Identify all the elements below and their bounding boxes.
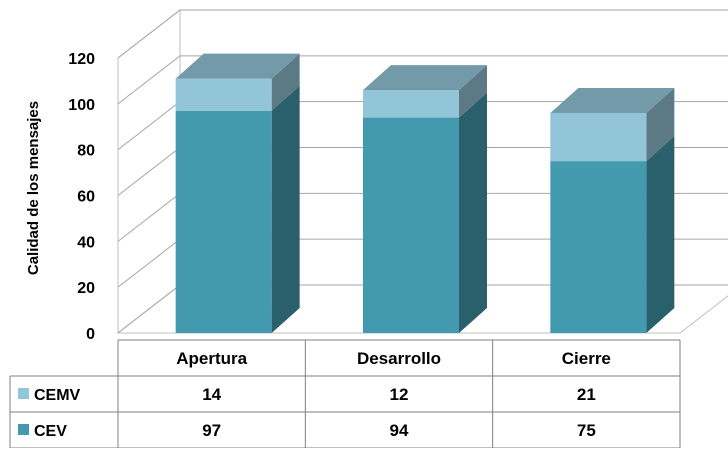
bar-top-apertura bbox=[175, 53, 300, 79]
bar-side-cev bbox=[271, 85, 300, 333]
bar-cemv-apertura bbox=[175, 78, 272, 111]
table-header-desarrollo: Desarrollo bbox=[357, 349, 441, 368]
y-tick-label: 80 bbox=[77, 143, 95, 160]
bar-cev-cierre bbox=[550, 161, 647, 333]
bar-cev-apertura bbox=[175, 110, 272, 333]
legend-key-cemv bbox=[18, 388, 29, 399]
y-tick-label: 0 bbox=[86, 326, 95, 343]
bar-cev-desarrollo bbox=[363, 117, 459, 333]
y-tick-label: 40 bbox=[77, 234, 95, 251]
gridline bbox=[117, 9, 728, 59]
y-axis-label: Calidad de los mensajes bbox=[25, 101, 42, 275]
table-cell-cemv: 21 bbox=[577, 385, 596, 404]
table-header-apertura: Apertura bbox=[176, 349, 247, 368]
y-tick-label: 60 bbox=[77, 189, 95, 206]
bar-side-cemv bbox=[646, 88, 675, 162]
bar-side-cev bbox=[646, 136, 675, 333]
bar-top-desarrollo bbox=[363, 65, 487, 91]
bar-side-cemv bbox=[271, 53, 300, 111]
bar-side-cev bbox=[459, 92, 487, 333]
legend-label-cev: CEV bbox=[34, 423, 67, 440]
y-tick-label: 20 bbox=[77, 280, 95, 297]
bar-top-cierre bbox=[550, 88, 675, 113]
table-header-cierre: Cierre bbox=[562, 349, 611, 368]
bar-cemv-desarrollo bbox=[363, 90, 459, 118]
table-cell-cev: 97 bbox=[202, 421, 221, 440]
table-cell-cev: 75 bbox=[577, 421, 596, 440]
legend-key-cev bbox=[18, 424, 29, 435]
table-cell-cemv: 12 bbox=[390, 385, 409, 404]
y-tick-label: 120 bbox=[68, 51, 95, 68]
gridline bbox=[117, 55, 728, 105]
legend-label-cemv: CEMV bbox=[34, 387, 81, 404]
bar-cemv-cierre bbox=[550, 113, 647, 162]
table-cell-cev: 94 bbox=[390, 421, 409, 440]
bar-side-cemv bbox=[459, 65, 487, 118]
y-tick-label: 100 bbox=[68, 97, 95, 114]
table-cell-cemv: 14 bbox=[202, 385, 221, 404]
